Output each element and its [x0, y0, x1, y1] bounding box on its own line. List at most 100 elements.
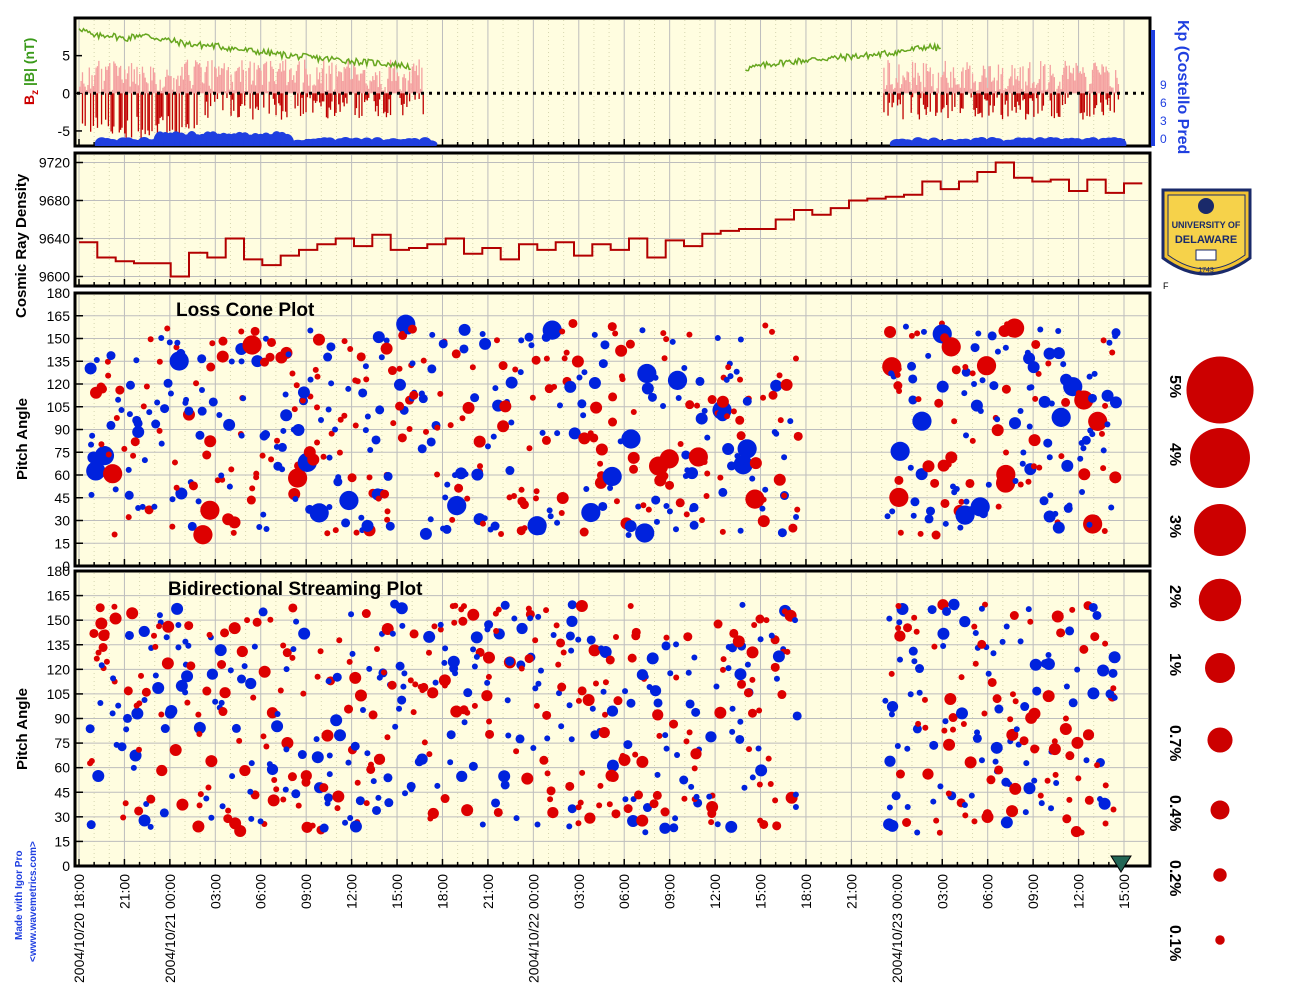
scatter-point — [134, 806, 144, 816]
scatter-point — [1031, 339, 1041, 349]
scatter-point — [491, 798, 501, 808]
scatter-point — [447, 496, 467, 516]
scatter-point — [794, 506, 801, 513]
scatter-point — [659, 449, 679, 469]
scatter-point — [571, 355, 584, 368]
scatter-point — [499, 400, 512, 413]
scatter-point — [425, 649, 432, 656]
cosmic-ray-panel — [73, 151, 1152, 288]
scatter-point — [460, 603, 467, 610]
scatter-point — [743, 461, 753, 471]
scatter-point — [477, 463, 484, 470]
scatter-point — [759, 505, 766, 512]
scatter-point — [1078, 468, 1091, 481]
scatter-point — [770, 379, 783, 392]
scatter-point — [171, 602, 184, 615]
loss-cone-ylabel: Pitch Angle — [14, 398, 31, 480]
scatter-point — [971, 380, 978, 387]
x-tick-label: 09:00 — [662, 874, 678, 909]
scatter-point — [251, 643, 258, 650]
scatter-point — [206, 668, 218, 680]
scatter-point — [407, 324, 417, 334]
scatter-point — [1109, 349, 1116, 356]
scatter-point — [427, 516, 434, 523]
scatter-point — [383, 471, 393, 481]
scatter-point — [627, 815, 640, 828]
scatter-point — [957, 712, 964, 719]
scatter-point — [98, 629, 110, 642]
scatter-point — [295, 802, 302, 809]
scatter-point — [368, 710, 378, 720]
scatter-point — [636, 669, 648, 681]
scatter-point — [660, 402, 667, 409]
scatter-point — [341, 518, 351, 528]
pitch-tick-label: 30 — [54, 809, 70, 825]
scatter-point — [479, 337, 492, 350]
scatter-point — [219, 803, 226, 810]
scatter-point — [1037, 326, 1044, 333]
scatter-point — [195, 430, 205, 440]
scatter-point — [185, 642, 192, 649]
scatter-point — [505, 376, 518, 389]
scatter-point — [309, 503, 329, 523]
scatter-point — [792, 791, 799, 798]
scatter-point — [546, 507, 553, 514]
scatter-point — [1105, 689, 1115, 699]
scatter-point — [936, 380, 949, 393]
scatter-point — [553, 622, 560, 629]
scatter-point — [701, 458, 708, 465]
scatter-point — [987, 677, 997, 687]
scatter-point — [409, 390, 419, 400]
scatter-point — [456, 770, 468, 782]
scatter-point — [325, 678, 332, 685]
scatter-point — [361, 609, 371, 619]
scatter-point — [205, 784, 212, 791]
scatter-point — [701, 407, 708, 414]
scatter-point — [1045, 360, 1052, 367]
scatter-point — [370, 778, 377, 785]
scatter-point — [563, 349, 570, 356]
scatter-point — [893, 381, 903, 391]
scatter-point — [674, 752, 681, 759]
scatter-point — [697, 454, 704, 461]
scatter-point — [1071, 736, 1084, 749]
scatter-point — [182, 689, 189, 696]
scatter-point — [1038, 800, 1045, 807]
scatter-point — [320, 453, 327, 460]
scatter-point — [169, 743, 182, 756]
scatter-point — [936, 829, 943, 836]
scatter-point — [772, 797, 779, 804]
scatter-point — [653, 518, 660, 525]
scatter-point — [943, 738, 956, 751]
scatter-point — [486, 718, 493, 725]
scatter-point — [667, 670, 674, 677]
scatter-point — [908, 395, 918, 405]
scatter-point — [493, 807, 503, 817]
scatter-point — [886, 804, 893, 811]
bidirectional-ylabel: Pitch Angle — [14, 688, 31, 770]
scatter-point — [608, 417, 618, 427]
scatter-point — [1001, 384, 1011, 394]
scatter-point — [681, 365, 688, 372]
scatter-point — [444, 481, 451, 488]
scatter-point — [777, 690, 787, 700]
scatter-point — [263, 743, 270, 750]
scatter-point — [326, 454, 333, 461]
scatter-point — [144, 505, 154, 515]
scatter-point — [154, 399, 161, 406]
scatter-point — [431, 623, 438, 630]
scatter-point — [679, 775, 689, 785]
scatter-point — [1081, 435, 1091, 445]
scatter-point — [195, 498, 202, 505]
scatter-point — [462, 401, 475, 414]
scatter-point — [274, 710, 281, 717]
scatter-point — [208, 397, 218, 407]
scatter-point — [333, 729, 346, 742]
scatter-point — [141, 687, 151, 697]
scatter-point — [471, 468, 484, 481]
scatter-point — [511, 615, 518, 622]
pitch-tick-label: 15 — [54, 833, 70, 849]
scatter-point — [922, 460, 935, 473]
scatter-point — [1023, 352, 1036, 365]
scatter-point — [651, 495, 661, 505]
